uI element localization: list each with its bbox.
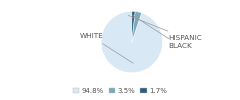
Wedge shape [132,11,142,42]
Text: WHITE: WHITE [79,34,133,63]
Text: HISPANIC: HISPANIC [128,15,202,41]
Legend: 94.8%, 3.5%, 1.7%: 94.8%, 3.5%, 1.7% [70,85,170,96]
Wedge shape [101,11,162,73]
Text: BLACK: BLACK [133,15,192,49]
Wedge shape [132,11,135,42]
